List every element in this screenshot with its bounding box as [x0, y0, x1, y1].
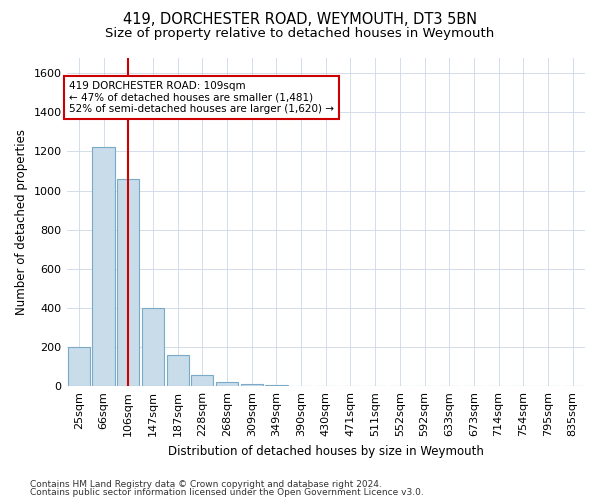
Bar [241, 384, 263, 386]
Bar [167, 355, 189, 386]
Bar [191, 376, 214, 386]
Bar [265, 385, 287, 386]
Bar [142, 308, 164, 386]
Bar [68, 347, 90, 386]
Bar [117, 179, 139, 386]
Text: 419 DORCHESTER ROAD: 109sqm
← 47% of detached houses are smaller (1,481)
52% of : 419 DORCHESTER ROAD: 109sqm ← 47% of det… [69, 81, 334, 114]
Y-axis label: Number of detached properties: Number of detached properties [15, 129, 28, 315]
X-axis label: Distribution of detached houses by size in Weymouth: Distribution of detached houses by size … [168, 444, 484, 458]
Bar [92, 148, 115, 386]
Text: Contains public sector information licensed under the Open Government Licence v3: Contains public sector information licen… [30, 488, 424, 497]
Text: 419, DORCHESTER ROAD, WEYMOUTH, DT3 5BN: 419, DORCHESTER ROAD, WEYMOUTH, DT3 5BN [123, 12, 477, 28]
Text: Contains HM Land Registry data © Crown copyright and database right 2024.: Contains HM Land Registry data © Crown c… [30, 480, 382, 489]
Bar [216, 382, 238, 386]
Text: Size of property relative to detached houses in Weymouth: Size of property relative to detached ho… [106, 28, 494, 40]
